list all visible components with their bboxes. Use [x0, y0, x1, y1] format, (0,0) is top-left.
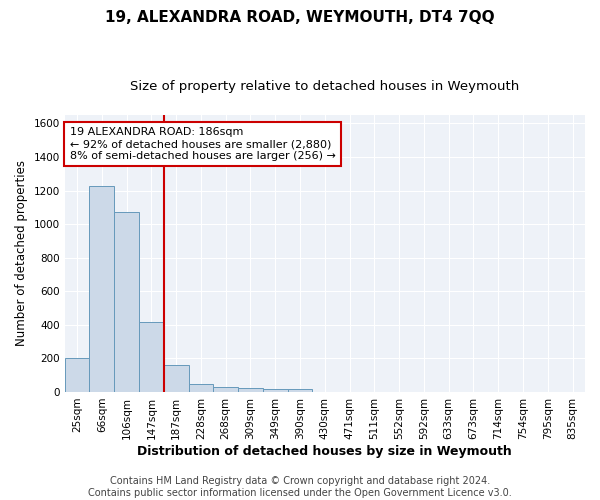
Text: Contains HM Land Registry data © Crown copyright and database right 2024.
Contai: Contains HM Land Registry data © Crown c… [88, 476, 512, 498]
Bar [65, 358, 89, 392]
Bar [287, 388, 313, 392]
Bar [164, 365, 188, 392]
Title: Size of property relative to detached houses in Weymouth: Size of property relative to detached ho… [130, 80, 520, 93]
Bar [214, 388, 238, 392]
Bar [114, 212, 139, 392]
Text: 19 ALEXANDRA ROAD: 186sqm
← 92% of detached houses are smaller (2,880)
8% of sem: 19 ALEXANDRA ROAD: 186sqm ← 92% of detac… [70, 128, 336, 160]
Bar [89, 186, 114, 392]
Y-axis label: Number of detached properties: Number of detached properties [15, 160, 28, 346]
X-axis label: Distribution of detached houses by size in Weymouth: Distribution of detached houses by size … [137, 444, 512, 458]
Bar [238, 388, 263, 392]
Bar [139, 322, 164, 392]
Text: 19, ALEXANDRA ROAD, WEYMOUTH, DT4 7QQ: 19, ALEXANDRA ROAD, WEYMOUTH, DT4 7QQ [105, 10, 495, 25]
Bar [263, 389, 287, 392]
Bar [188, 384, 214, 392]
